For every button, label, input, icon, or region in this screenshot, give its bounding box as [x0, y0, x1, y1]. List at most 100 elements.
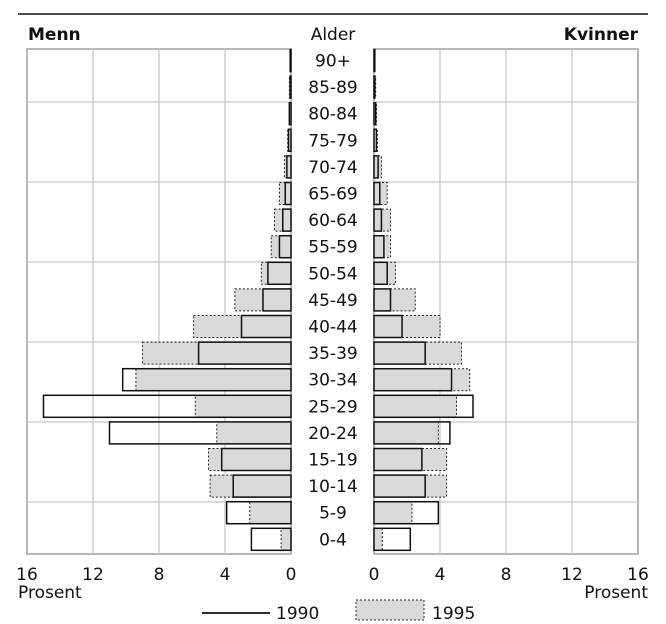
bar-1990-men-65-69	[284, 181, 292, 206]
bar-1995-women-45-49	[373, 288, 416, 312]
age-label: 20-24	[308, 424, 357, 444]
bar-1990-men-85-89	[289, 75, 292, 99]
legend-label-1990: 1990	[276, 604, 319, 624]
bar-1995-men-35-39	[142, 341, 292, 365]
x-tick-label-right: 4	[435, 565, 446, 585]
age-label: 75-79	[308, 131, 357, 151]
bar-1995-men-0-4	[280, 527, 292, 551]
bar-1990-women-10-14	[373, 474, 426, 498]
bar-1990-men-90+	[289, 48, 292, 73]
bar-1990-women-40-44	[373, 314, 403, 339]
x-tick-label-right: 12	[561, 565, 583, 585]
x-tick-label-left: 4	[220, 565, 231, 585]
bar-1990-men-30-34	[121, 367, 292, 392]
bar-1990-women-35-39	[373, 341, 426, 365]
age-label: 60-64	[308, 211, 357, 231]
age-label: 0-4	[319, 530, 347, 550]
age-label: 80-84	[308, 105, 357, 125]
bar-1995-women-25-29	[373, 394, 457, 418]
bar-1995-men-55-59	[270, 235, 292, 259]
bar-1990-women-55-59	[373, 234, 385, 259]
bar-1990-women-90+	[373, 48, 376, 73]
x-axis-label-left: Prosent	[18, 583, 82, 603]
bar-1990-women-50-54	[373, 261, 388, 286]
bar-1990-women-25-29	[373, 394, 474, 419]
x-tick-label-right: 8	[501, 565, 512, 585]
bar-1995-women-65-69	[373, 182, 388, 205]
bar-1995-women-30-34	[373, 368, 471, 392]
bar-1995-men-70-74	[283, 155, 292, 179]
bar-1995-men-50-54	[260, 261, 292, 285]
bar-1990-women-65-69	[373, 181, 381, 206]
age-label: 15-19	[308, 451, 357, 471]
bar-1995-women-20-24	[373, 421, 439, 445]
bar-1990-men-20-24	[108, 421, 292, 445]
legend: 1990 1995	[202, 599, 475, 624]
age-label: 5-9	[319, 504, 347, 524]
bar-1990-women-0-4	[373, 527, 412, 552]
bar-1990-men-35-39	[197, 341, 292, 365]
age-label: 65-69	[308, 185, 357, 205]
age-label: 70-74	[308, 158, 357, 178]
bar-1995-women-40-44	[373, 315, 441, 338]
legend-swatch-1995	[355, 599, 425, 621]
age-label: 90+	[315, 52, 351, 72]
bar-1990-women-15-19	[373, 447, 423, 472]
bar-1990-men-80-84	[288, 101, 292, 126]
bar-1990-men-45-49	[262, 288, 292, 312]
bar-1995-men-5-9	[249, 501, 292, 525]
age-label: 45-49	[308, 291, 357, 311]
bar-1995-women-5-9	[373, 501, 413, 525]
age-label: 40-44	[308, 318, 357, 338]
right-header: Kvinner	[564, 25, 639, 45]
age-label: 50-54	[308, 264, 357, 284]
bar-1995-women-60-64	[373, 208, 391, 232]
bar-1995-women-35-39	[373, 341, 462, 365]
bar-1990-men-0-4	[250, 527, 292, 552]
x-tick-label-left: 8	[154, 565, 165, 585]
bar-1995-men-40-44	[193, 315, 292, 338]
bar-1990-men-15-19	[220, 447, 292, 472]
age-label: 55-59	[308, 238, 357, 258]
age-label: 85-89	[308, 78, 357, 98]
age-label: 35-39	[308, 344, 357, 364]
bar-1990-men-75-79	[287, 128, 292, 153]
bar-1990-women-45-49	[373, 288, 392, 312]
bar-1995-men-15-19	[208, 448, 292, 471]
legend-label-1995: 1995	[432, 604, 475, 624]
bar-1990-men-55-59	[278, 234, 292, 259]
x-tick-label-right: 16	[627, 565, 649, 585]
x-tick-labels: 16 12 8 4 0 0 4 8 12 16	[16, 565, 649, 585]
age-label: 25-29	[308, 397, 357, 417]
bar-1990-women-30-34	[373, 367, 453, 392]
x-tick-label-left: 16	[16, 565, 38, 585]
bar-1995-women-10-14	[373, 474, 448, 498]
bar-1990-women-5-9	[373, 500, 440, 525]
x-axis-label-right: Prosent	[584, 583, 648, 603]
bar-1990-women-80-84	[373, 101, 377, 126]
bar-1990-men-10-14	[232, 474, 292, 498]
bar-1990-women-75-79	[373, 128, 378, 153]
bar-1990-men-50-54	[267, 261, 292, 286]
bar-1995-women-15-19	[373, 448, 448, 471]
x-tick-label-left: 12	[82, 565, 104, 585]
bar-1995-women-55-59	[373, 235, 391, 259]
bar-1995-men-25-29	[194, 394, 292, 418]
left-header: Menn	[28, 25, 81, 45]
bar-1990-women-70-74	[373, 155, 379, 179]
bar-1995-men-30-34	[135, 368, 292, 392]
bar-1995-women-0-4	[373, 527, 383, 551]
bar-1990-men-5-9	[225, 500, 292, 525]
age-label: 30-34	[308, 371, 357, 391]
bar-1990-women-20-24	[373, 421, 451, 445]
bar-1995-men-10-14	[209, 474, 292, 498]
age-labels: 90+ 85-89 80-84 75-79 70-74 65-69 60-64 55-59 50…	[308, 52, 357, 551]
age-label: 10-14	[308, 477, 357, 497]
x-tick-label-left: 0	[286, 565, 297, 585]
center-header: Alder	[311, 25, 356, 45]
bar-1990-women-85-89	[373, 75, 376, 99]
bar-1995-women-50-54	[373, 261, 396, 285]
bar-1990-men-70-74	[286, 155, 292, 179]
